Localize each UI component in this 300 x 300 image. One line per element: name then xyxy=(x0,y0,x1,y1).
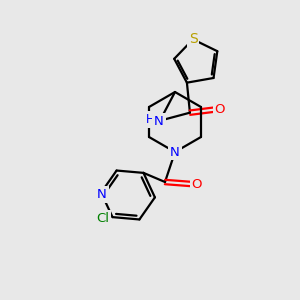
Text: N: N xyxy=(170,146,180,158)
Text: H: H xyxy=(146,113,154,126)
Text: N: N xyxy=(154,115,164,128)
Text: N: N xyxy=(97,188,107,201)
Text: O: O xyxy=(215,103,225,116)
Text: O: O xyxy=(192,178,202,190)
Text: Cl: Cl xyxy=(96,212,109,225)
Text: S: S xyxy=(189,32,197,46)
